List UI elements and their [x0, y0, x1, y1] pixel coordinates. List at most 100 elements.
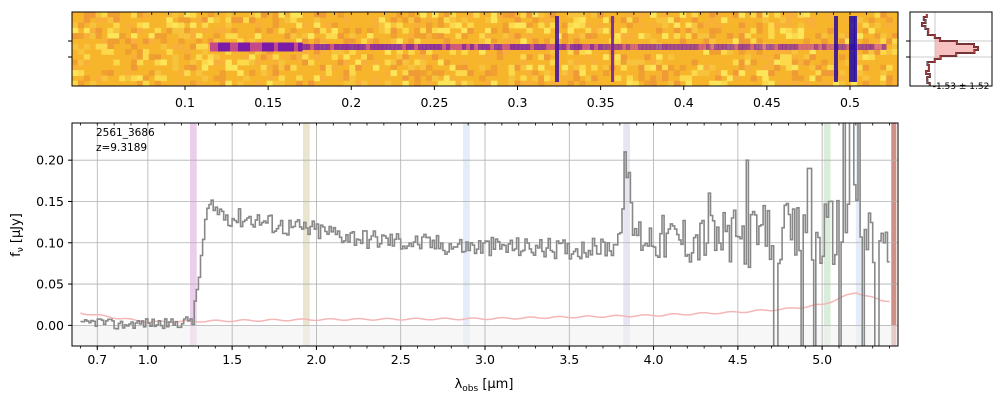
- heatmap-pixel: [225, 49, 232, 55]
- heatmap-pixel: [874, 33, 881, 39]
- heatmap-pixel: [756, 27, 763, 34]
- heatmap-pixel: [809, 64, 816, 71]
- heatmap-pixel: [791, 33, 799, 39]
- heatmap-pixel: [579, 64, 586, 71]
- heatmap-pixel: [791, 12, 799, 18]
- spectral-trace-segment: [222, 42, 227, 52]
- heatmap-pixel: [744, 64, 751, 71]
- heatmap-pixel: [272, 59, 279, 66]
- heatmap-pixel: [785, 54, 793, 61]
- heatmap-pixel: [809, 75, 816, 82]
- heatmap-pixel: [249, 49, 256, 55]
- heatmap-pixel: [768, 70, 775, 76]
- heatmap-pixel: [461, 70, 468, 76]
- heatmap-pixel: [738, 12, 746, 18]
- heatmap-pixel: [803, 38, 810, 45]
- heatmap-pixel: [880, 33, 887, 39]
- heatmap-pixel: [219, 59, 226, 66]
- heatmap-pixel: [815, 70, 822, 76]
- heatmap-pixel: [785, 17, 793, 24]
- heatmap-pixel: [455, 22, 462, 29]
- heatmap-pixel: [148, 70, 156, 76]
- heatmap-pixel: [172, 43, 179, 50]
- spectral-trace-segment: [378, 44, 383, 50]
- heatmap-pixel: [856, 33, 864, 39]
- heatmap-pixel: [597, 27, 604, 34]
- heatmap-pixel: [508, 70, 515, 76]
- heatmap-pixel: [372, 59, 380, 66]
- spectral-trace-segment: [338, 44, 343, 50]
- flux-series-line: [80, 123, 890, 346]
- heatmap-pixel: [154, 33, 161, 39]
- heatmap-pixel: [201, 59, 209, 66]
- spectral-trace-segment: [210, 42, 215, 52]
- heatmap-pixel: [709, 64, 716, 71]
- spectral-trace-segment: [686, 44, 691, 50]
- heatmap-pixel: [384, 27, 392, 34]
- heatmap-pixel: [83, 43, 91, 50]
- heatmap-pixel: [768, 27, 775, 34]
- spectral-trace-segment: [650, 44, 655, 50]
- heatmap-pixel: [184, 17, 191, 24]
- heatmap-pixel: [308, 59, 315, 66]
- heatmap-pixel: [880, 75, 887, 82]
- heatmap-pixel: [744, 54, 751, 61]
- heatmap-pixel: [549, 59, 557, 66]
- heatmap-x-tick-label: 0.15: [254, 95, 282, 110]
- heatmap-pixel: [343, 27, 350, 34]
- spectral-trace-segment: [510, 44, 515, 50]
- heatmap-pixel: [101, 70, 108, 76]
- heatmap-pixel: [290, 54, 297, 61]
- heatmap-pixel: [402, 59, 409, 66]
- spectral-trace-segment: [746, 44, 751, 50]
- spectral-trace-segment: [662, 44, 667, 50]
- heatmap-pixel: [549, 12, 557, 18]
- heatmap-pixel: [756, 12, 763, 18]
- spectral-trace-segment: [250, 42, 255, 52]
- spectral-trace-segment: [322, 44, 327, 50]
- heatmap-pixel: [172, 59, 179, 66]
- heatmap-pixel: [667, 17, 675, 24]
- heatmap-pixel: [443, 38, 451, 45]
- heatmap-pixel: [614, 33, 622, 39]
- heatmap-pixel: [691, 70, 698, 76]
- heatmap-pixel: [390, 59, 397, 66]
- heatmap-pixel: [426, 49, 433, 55]
- heatmap-pixel: [77, 22, 85, 29]
- heatmap-pixel: [715, 27, 722, 34]
- heatmap-pixel: [119, 75, 126, 82]
- heatmap-pixel: [756, 70, 763, 76]
- heatmap-pixel: [561, 38, 569, 45]
- heatmap-pixel: [626, 59, 633, 66]
- spectral-trace-segment: [226, 42, 231, 52]
- heatmap-pixel: [254, 59, 262, 66]
- heatmap-pixel: [443, 75, 451, 82]
- heatmap-pixel: [449, 12, 456, 18]
- heatmap-pixel: [538, 75, 545, 82]
- heatmap-pixel: [662, 33, 669, 39]
- heatmap-pixel: [644, 80, 651, 87]
- heatmap-pixel: [526, 64, 533, 71]
- heatmap-pixel: [496, 12, 504, 18]
- heatmap-pixel: [195, 70, 203, 76]
- heatmap-pixel: [272, 22, 279, 29]
- heatmap-pixel: [249, 38, 256, 45]
- heatmap-pixel: [532, 70, 539, 76]
- heatmap-pixel: [573, 12, 580, 18]
- heatmap-pixel: [679, 75, 687, 82]
- heatmap-pixel: [449, 22, 456, 29]
- heatmap-pixel: [213, 59, 220, 66]
- heatmap-pixel: [886, 49, 893, 55]
- heatmap-pixel: [178, 17, 185, 24]
- heatmap-pixel: [337, 12, 344, 18]
- heatmap-pixel: [408, 33, 415, 39]
- heatmap-pixel: [302, 22, 309, 29]
- heatmap-pixel: [272, 70, 279, 76]
- heatmap-pixel: [272, 12, 279, 18]
- heatmap-pixel: [485, 54, 492, 61]
- heatmap-pixel: [325, 33, 333, 39]
- heatmap-pixel: [426, 80, 433, 87]
- heatmap-pixel: [490, 17, 498, 24]
- emission-line-2d: [611, 16, 614, 82]
- heatmap-pixel: [880, 12, 887, 18]
